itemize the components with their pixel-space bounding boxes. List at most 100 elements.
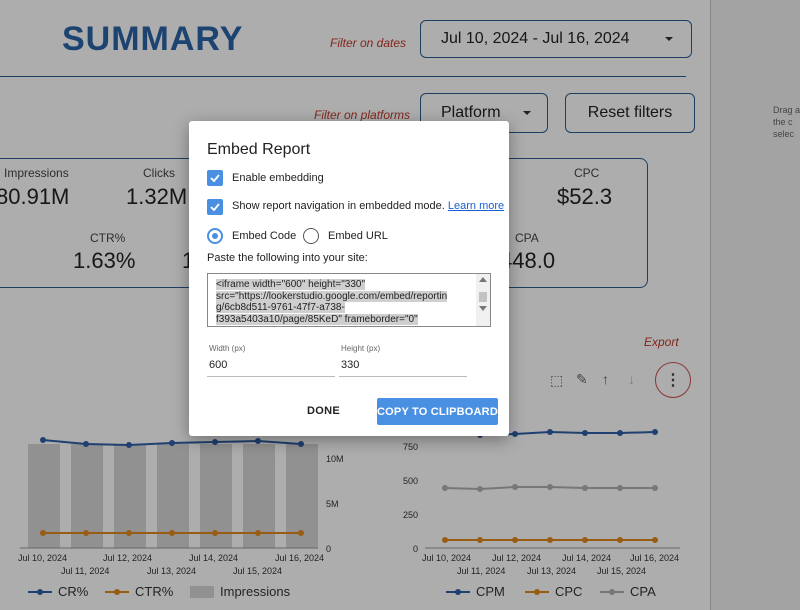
embed-url-label: Embed URL [328, 230, 388, 242]
left-y-tick: 10M [326, 454, 344, 464]
right-x-tick: Jul 12, 2024 [492, 553, 542, 563]
kpi-label-ctr: CTR% [90, 231, 126, 245]
checkmark-icon [210, 203, 220, 212]
cpa-point [547, 484, 553, 490]
embed-code-content: <iframe width="600" height="330" src="ht… [216, 279, 448, 325]
done-button[interactable]: DONE [307, 405, 340, 417]
cpc-point [582, 537, 588, 543]
ctr-point [298, 530, 304, 536]
cpa-point [477, 486, 483, 492]
right-x-tick: Jul 14, 2024 [562, 553, 612, 563]
kpi-value-ctr: 1.63% [73, 248, 136, 273]
legend-cpc: CPC [525, 584, 582, 599]
left-x-tick: Jul 15, 2024 [233, 566, 283, 576]
legend-impressions: Impressions [190, 584, 290, 599]
cpm-point [652, 429, 658, 435]
chevron-down-icon [523, 111, 531, 115]
arrow-up-icon[interactable]: ↑ [602, 371, 609, 387]
date-range-value: Jul 10, 2024 - Jul 16, 2024 [441, 30, 630, 47]
left-chart [20, 437, 318, 549]
chevron-down-icon [665, 37, 673, 41]
cpm-point [512, 431, 518, 437]
cr-point [255, 438, 261, 444]
show-navigation-label: Show report navigation in embedded mode. [232, 200, 445, 212]
kpi-value-cpa: 448.0 [500, 248, 556, 273]
left-x-tick: Jul 16, 2024 [275, 553, 325, 563]
height-field[interactable]: 330 [341, 359, 360, 371]
cpc-point [652, 537, 658, 543]
cr-point [212, 439, 218, 445]
checkmark-icon [210, 174, 220, 183]
cpc-point [442, 537, 448, 543]
copy-to-clipboard-button[interactable]: COPY TO CLIPBOARD [377, 398, 498, 425]
embed-report-dialog: Embed Report Enable embedding Show repor… [189, 121, 509, 436]
cpm-point [582, 430, 588, 436]
cpc-point [512, 537, 518, 543]
right-x-tick: Jul 16, 2024 [630, 553, 680, 563]
more-options-button[interactable]: ⋮ [655, 362, 691, 398]
width-field[interactable]: 600 [209, 359, 228, 371]
left-x-tick: Jul 12, 2024 [103, 553, 153, 563]
ctr-point [169, 530, 175, 536]
height-field-underline [339, 376, 467, 377]
cr-point [83, 441, 89, 447]
ctr-point [126, 530, 132, 536]
reset-filters-label: Reset filters [587, 104, 673, 121]
legend-cpm: CPM [446, 584, 505, 599]
embed-code-radio[interactable] [207, 228, 223, 244]
cpa-point [442, 485, 448, 491]
legend-cr: CR% [28, 584, 88, 599]
legend-cpa: CPA [600, 584, 656, 599]
cpa-point [582, 485, 588, 491]
textarea-scrollbar[interactable] [476, 274, 490, 326]
right-x-tick: Jul 11, 2024 [457, 566, 506, 576]
paste-instruction: Paste the following into your site: [207, 252, 368, 264]
kpi-value-cpc: $52.3 [557, 184, 613, 209]
cr-point [169, 440, 175, 446]
kpi-label-cpc: CPC [574, 166, 600, 180]
page-title: SUMMARY [62, 20, 244, 58]
filter-dates-label: Filter on dates [330, 36, 407, 50]
select-area-icon[interactable]: ⬚ [550, 372, 564, 388]
platform-dropdown[interactable]: Platform [420, 93, 548, 133]
more-vert-icon: ⋮ [665, 372, 681, 389]
kpi-label-clicks: Clicks [143, 166, 175, 180]
cpm-point [547, 429, 553, 435]
date-range-picker[interactable]: Jul 10, 2024 - Jul 16, 2024 [420, 20, 692, 58]
left-x-tick: Jul 14, 2024 [189, 553, 239, 563]
left-y-tick: 5M [326, 499, 339, 509]
show-navigation-checkbox[interactable] [207, 199, 223, 215]
pencil-icon[interactable]: ✎ [576, 371, 588, 387]
charts-area [20, 429, 680, 549]
cpc-point [547, 537, 553, 543]
left-x-tick: Jul 11, 2024 [61, 566, 110, 576]
left-x-tick: Jul 10, 2024 [18, 553, 68, 563]
width-field-underline [207, 376, 335, 377]
right-y-tick: 500 [403, 476, 419, 486]
kpi-value-impressions: 80.91M [0, 184, 70, 209]
enable-embedding-checkbox[interactable] [207, 170, 223, 186]
legend-ctr: CTR% [105, 584, 173, 599]
arrow-down-icon[interactable]: ↓ [628, 371, 635, 387]
reset-filters-button[interactable]: Reset filters [565, 93, 695, 133]
cpa-point [512, 484, 518, 490]
embed-code-textarea[interactable]: <iframe width="600" height="330" src="ht… [207, 273, 491, 327]
width-field-label: Width (px) [209, 344, 246, 353]
cpm-point [617, 430, 623, 436]
ctr-point [255, 530, 261, 536]
right-x-tick: Jul 10, 2024 [422, 553, 472, 563]
cr-point [126, 442, 132, 448]
embed-url-radio[interactable] [303, 228, 319, 244]
right-y-tick: 0 [413, 544, 419, 554]
kpi-value-clicks: 1.32M [126, 184, 188, 209]
platform-dropdown-label: Platform [441, 104, 501, 121]
filter-platforms-label: Filter on platforms [314, 108, 411, 122]
left-y-tick: 0 [326, 544, 332, 554]
dialog-title: Embed Report [207, 141, 311, 158]
ctr-point [83, 530, 89, 536]
embed-code-label: Embed Code [232, 230, 297, 242]
right-y-tick: 250 [403, 510, 419, 520]
learn-more-link[interactable]: Learn more [447, 200, 505, 212]
header-divider [0, 76, 686, 77]
scroll-arrows-icon [479, 277, 487, 311]
